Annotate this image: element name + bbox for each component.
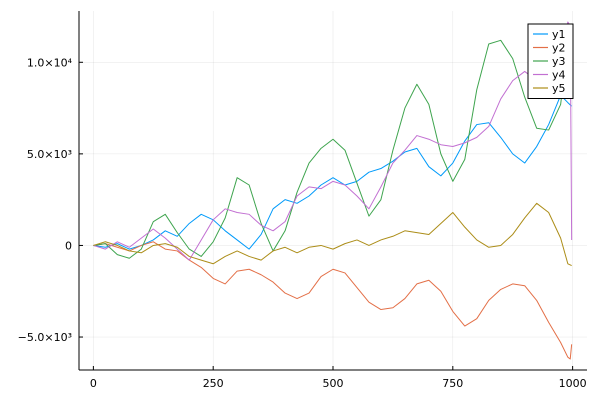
axes xyxy=(78,11,587,371)
legend-label-y4: y4 xyxy=(552,69,566,82)
grid xyxy=(79,11,587,370)
x-tick-label: 0 xyxy=(90,377,97,390)
y-tick-label: −5.0×10³ xyxy=(18,331,72,344)
legend-label-y5: y5 xyxy=(552,82,566,95)
x-tick-label: 250 xyxy=(203,377,224,390)
legend-label-y1: y1 xyxy=(552,28,566,41)
legend-label-y2: y2 xyxy=(552,42,566,55)
series-line-y1 xyxy=(93,94,573,250)
series-line-y5 xyxy=(93,202,572,267)
legend-label-y3: y3 xyxy=(552,55,566,68)
tick-labels: 0 250 500 750 1000 −5.0×10³ 0 5.0×10³ 1.0×10⁴ xyxy=(18,56,587,390)
x-tick-label: 750 xyxy=(442,377,463,390)
series-layer xyxy=(93,21,573,360)
series-line-y3 xyxy=(93,34,573,259)
y-tick-label: 5.0×10³ xyxy=(27,148,72,161)
x-tick-label: 500 xyxy=(323,377,344,390)
y-tick-label: 0 xyxy=(65,239,72,252)
series-line-y4 xyxy=(93,21,573,261)
y-tick-label: 1.0×10⁴ xyxy=(27,56,73,69)
series-line-y2 xyxy=(93,241,573,360)
x-tick-label: 1000 xyxy=(559,377,587,390)
